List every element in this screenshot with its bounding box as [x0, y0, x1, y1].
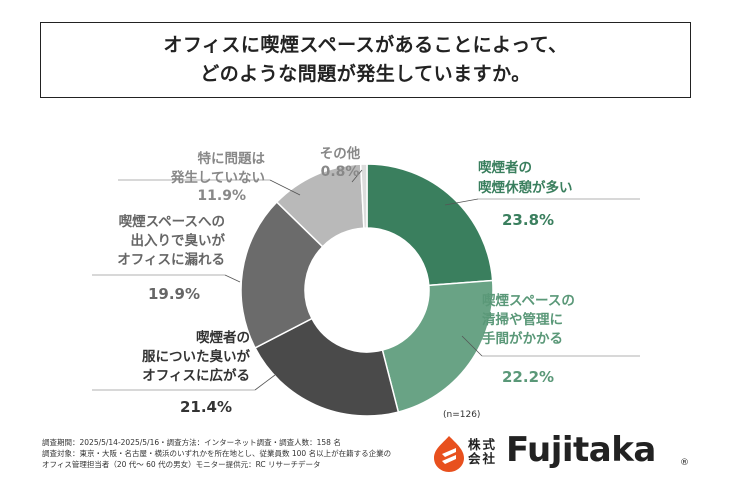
slice-label: その他 [320, 145, 361, 162]
survey-notes: 調査期間：2025/5/14-2025/5/16・調査方法：インターネット調査・… [42, 437, 391, 470]
slice-label: 出入りで臭いが [131, 232, 226, 249]
leader-line [444, 198, 479, 206]
title-box: オフィスに喫煙スペースがあることによって、 どのような問題が発生していますか。 [40, 22, 691, 98]
donut-slice [381, 279, 494, 413]
slice-label: 喫煙休憩が多い [478, 179, 573, 196]
slice-value-label: 11.9% [197, 188, 246, 204]
slice-label: 特に問題は [198, 150, 266, 167]
survey-note-line: オフィス管理担当者（20 代〜 60 代の男女）モニター提供元：RC リサーチデ… [42, 460, 321, 469]
donut-slice [359, 163, 368, 229]
slice-label: 喫煙スペースの [482, 292, 575, 309]
donut-slice [366, 163, 494, 287]
slice-label: 発生していない [170, 169, 265, 186]
leader-line [461, 335, 483, 357]
donut-slice [254, 317, 400, 417]
fujitaka-flame-icon [434, 436, 464, 472]
leader-line [351, 169, 363, 183]
registered-mark: ® [680, 458, 689, 468]
leader-line [254, 374, 276, 391]
slice-label: 手間がかかる [482, 330, 563, 347]
logo-wordmark: Fujitaka [506, 430, 656, 470]
slice-value-label: 21.4% [180, 398, 232, 416]
slice-label: 喫煙者の [196, 329, 250, 346]
slice-label: 清掃や管理に [482, 311, 563, 328]
donut-chart: 喫煙者の喫煙休憩が多い23.8%喫煙スペースの清掃や管理に手間がかかる22.2%… [92, 145, 640, 420]
slice-label: オフィスに広がる [142, 367, 250, 384]
slice-value-label: 23.8% [502, 211, 554, 229]
survey-note-line: 調査期間：2025/5/14-2025/5/16・調査方法：インターネット調査・… [42, 438, 341, 447]
slice-label: 喫煙者の [478, 159, 532, 176]
survey-note-line: 調査対象：東京・大阪・名古屋・横浜のいずれかを所在地とし、従業員数 100 名以… [42, 449, 392, 458]
logo-company-kanji: 株式会社 [468, 437, 498, 466]
title-line-2: どのような問題が発生していますか。 [200, 63, 531, 85]
slice-label: 服についた臭いが [142, 348, 250, 365]
leader-line [224, 274, 241, 283]
leader-line [269, 179, 301, 196]
slice-label: 喫煙スペースへの [119, 213, 225, 230]
title-line-1: オフィスに喫煙スペースがあることによって、 [163, 34, 568, 56]
sample-size-note: (n=126) [443, 410, 480, 420]
donut-slice [240, 200, 324, 349]
slice-value-label: 19.9% [148, 285, 200, 303]
slice-value-label: 0.8% [321, 164, 360, 180]
slice-value-label: 22.2% [502, 368, 554, 386]
slice-label: オフィスに漏れる [117, 252, 225, 268]
